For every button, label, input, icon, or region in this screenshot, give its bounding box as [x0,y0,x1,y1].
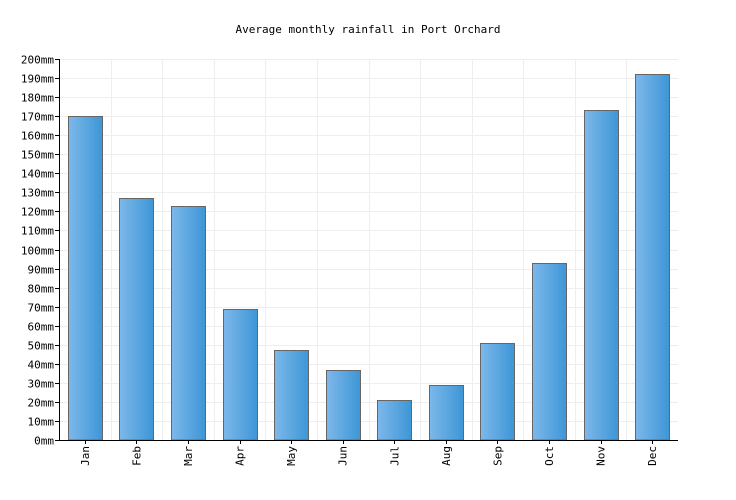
x-tick-label: Oct [543,446,556,466]
y-tick-label: 20mm [28,397,55,410]
y-tick-label: 190mm [21,73,54,86]
y-tick-label: 160mm [21,130,54,143]
axes [55,59,678,444]
bar-aug [429,385,464,441]
x-tick-label: Jun [337,446,350,466]
x-tick-label: Jan [79,446,92,466]
y-tick-label: 120mm [21,206,54,219]
bar-sep [480,343,515,441]
y-tick-label: 110mm [21,225,54,238]
y-tick-label: 50mm [28,340,55,353]
grid-lines [59,59,678,440]
y-tick-label: 70mm [28,302,55,315]
x-tick-label: Apr [234,446,247,466]
y-tick-label: 140mm [21,168,54,181]
bars [68,74,670,441]
x-tick-labels: Jan Feb Mar Apr May Jun Jul Aug Sep Oct Nov Dec [79,446,659,466]
y-tick-label: 90mm [28,264,55,277]
bar-jan [68,116,103,441]
y-tick-label: 0mm [34,435,54,448]
x-tick-label: Feb [130,446,143,466]
bar-mar [171,206,206,441]
x-tick-label: Mar [182,446,195,466]
bar-nov [584,110,619,441]
x-tick-label: Jul [388,446,401,466]
chart-title: Average monthly rainfall in Port Orchard [235,23,501,36]
bar-oct [532,263,567,441]
y-tick-label: 180mm [21,92,54,105]
bar-apr [223,309,258,441]
y-tick-label: 100mm [21,245,54,258]
x-tick-label: Dec [646,446,659,466]
bar-jun [326,370,361,441]
bar-dec [635,74,670,441]
bar-feb [119,198,154,441]
bar-may [274,350,309,441]
x-tick-label: May [285,446,298,466]
y-tick-labels: 0mm 10mm 20mm 30mm 40mm 50mm 60mm 70mm 80mm 90mm 1… [21,54,54,448]
x-tick-label: Nov [595,446,608,466]
y-tick-label: 40mm [28,359,55,372]
y-tick-label: 80mm [28,283,55,296]
y-tick-label: 60mm [28,321,55,334]
y-tick-label: 150mm [21,149,54,162]
y-tick-label: 170mm [21,111,54,124]
y-tick-label: 10mm [28,416,55,429]
x-tick-label: Aug [440,446,453,466]
y-tick-label: 130mm [21,187,54,200]
y-tick-label: 200mm [21,54,54,67]
bar-jul [377,400,412,441]
x-tick-label: Sep [491,446,504,466]
y-tick-label: 30mm [28,378,55,391]
